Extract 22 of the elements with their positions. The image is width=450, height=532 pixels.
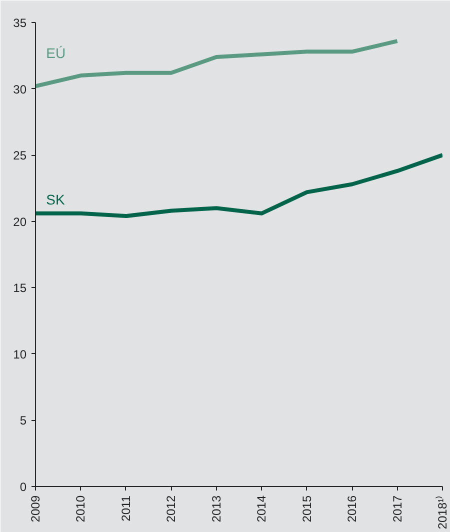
y-tick-label: 5 [20, 414, 27, 428]
y-tick-label: 0 [20, 480, 27, 494]
line-series [36, 39, 400, 88]
line-series [36, 153, 442, 218]
series-label: EÚ [46, 45, 66, 62]
x-tick-label: 2010 [74, 495, 88, 522]
x-tick-label: 2018¹⁾ [436, 495, 450, 530]
y-tick-label: 20 [13, 214, 27, 229]
x-tick-label: 2017 [390, 495, 404, 522]
y-tick-label: 15 [13, 281, 27, 296]
x-tick-label: 2009 [28, 495, 42, 522]
series-label: SK [46, 191, 66, 208]
y-tick-label: 25 [13, 148, 27, 163]
y-tick-label: 10 [13, 347, 27, 362]
x-tick-label: 2013 [209, 495, 224, 522]
y-tick-label: 30 [13, 82, 27, 96]
x-tick-label: 2015 [300, 495, 314, 522]
y-tick-label: 35 [13, 16, 27, 30]
x-tick-label: 2011 [118, 495, 133, 522]
x-tick-label: 2016 [345, 495, 360, 522]
x-tick-label: 2014 [254, 495, 269, 522]
x-tick-label: 2012 [164, 495, 178, 522]
